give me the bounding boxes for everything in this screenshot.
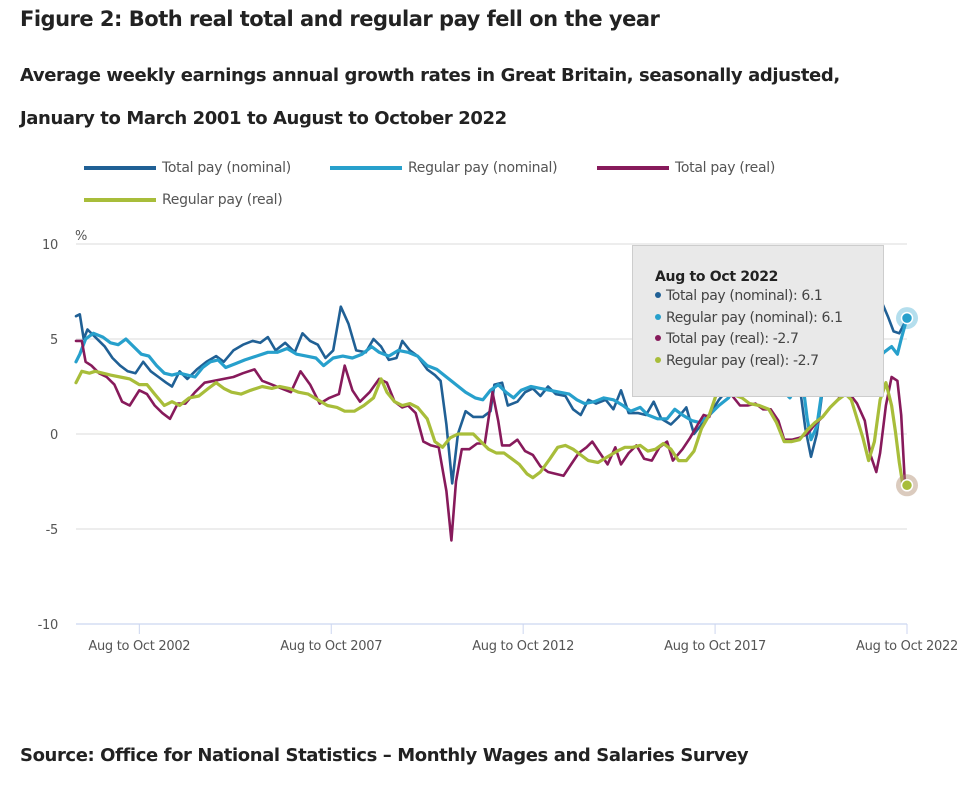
legend-label: Total pay (real) <box>675 160 776 176</box>
highlight-point[interactable] <box>900 479 914 492</box>
series-line-total-pay-real[interactable] <box>74 339 909 542</box>
legend-label: Regular pay (nominal) <box>408 160 558 176</box>
bullet-icon <box>655 292 661 298</box>
legend-item-total-pay-nominal[interactable]: Total pay (nominal) <box>84 160 291 176</box>
bullet-icon <box>655 356 661 363</box>
y-axis: % 10 5 0 -5 -10 <box>38 229 88 633</box>
legend-item-regular-pay-real[interactable]: Regular pay (real) <box>84 192 283 208</box>
y-tick-label: 10 <box>42 238 58 253</box>
legend-swatch-total-pay-nominal <box>84 166 156 170</box>
tooltip-title: Aug to Oct 2022 <box>655 269 779 285</box>
tooltip-value: Regular pay (real): -2.7 <box>666 352 819 369</box>
tooltip-value: Regular pay (nominal): 6.1 <box>666 309 843 326</box>
tooltip-row-regular-pay-nominal: Regular pay (nominal): 6.1 <box>655 308 883 330</box>
legend-label: Total pay (nominal) <box>162 160 291 176</box>
y-tick-label: -5 <box>46 523 58 538</box>
x-tick-label: Aug to Oct 2022 <box>856 639 958 654</box>
x-tick-label: Aug to Oct 2002 <box>88 639 190 654</box>
tooltip-value: Total pay (real): -2.7 <box>666 331 799 347</box>
x-tick-label: Aug to Oct 2007 <box>280 639 382 654</box>
x-axis: Aug to Oct 2002 Aug to Oct 2007 Aug to Oct… <box>88 624 958 654</box>
tooltip-value: Total pay (nominal): 6.1 <box>666 288 823 304</box>
legend-label: Regular pay (real) <box>162 192 283 208</box>
tooltip-row-total-pay-real: Total pay (real): -2.7 <box>655 329 883 351</box>
figure-title: Figure 2: Both real total and regular pa… <box>20 7 660 31</box>
highlight-markers <box>896 307 918 497</box>
legend-swatch-regular-pay-real <box>84 198 156 202</box>
legend-swatch-regular-pay-nominal <box>330 166 402 170</box>
legend-swatch-total-pay-real <box>597 166 669 170</box>
x-tick-label: Aug to Oct 2012 <box>472 639 574 654</box>
bullet-icon <box>655 335 661 341</box>
series-line-regular-pay-real[interactable] <box>74 369 909 489</box>
bullet-icon <box>655 313 661 320</box>
tooltip-row-total-pay-nominal: Total pay (nominal): 6.1 <box>655 286 883 308</box>
legend-item-total-pay-real[interactable]: Total pay (real) <box>597 160 775 176</box>
highlight-point[interactable] <box>900 311 914 325</box>
tooltip-row-regular-pay-real: Regular pay (real): -2.7 <box>655 351 883 373</box>
chart-tooltip: Aug to Oct 2022 Total pay (nominal): 6.1… <box>632 245 884 397</box>
source-note: Source: Office for National Statistics –… <box>20 745 749 766</box>
legend-item-regular-pay-nominal[interactable]: Regular pay (nominal) <box>330 160 558 176</box>
figure-subtitle: Average weekly earnings annual growth ra… <box>20 65 840 129</box>
y-tick-label: 0 <box>50 428 58 443</box>
y-axis-unit-label: % <box>75 229 87 244</box>
y-tick-label: 5 <box>50 333 58 348</box>
x-tick-label: Aug to Oct 2017 <box>664 639 766 654</box>
y-tick-label: -10 <box>38 618 58 633</box>
